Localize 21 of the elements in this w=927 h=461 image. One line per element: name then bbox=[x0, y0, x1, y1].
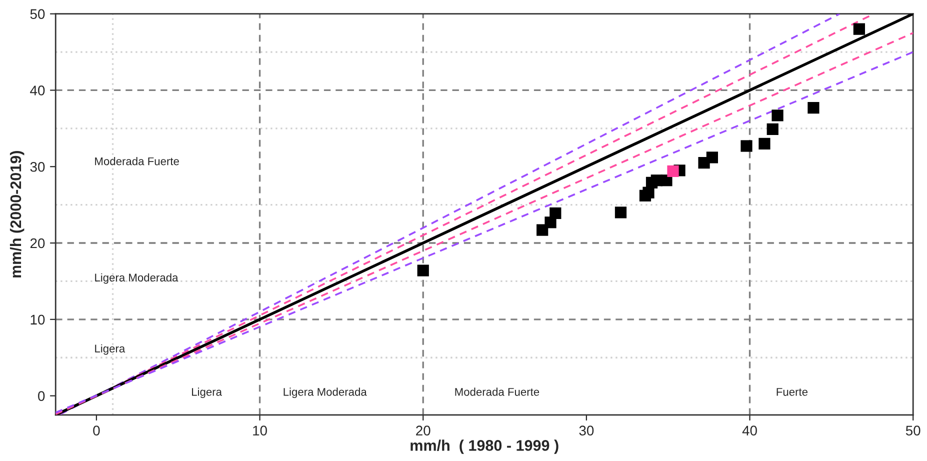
x-tick-label: 0 bbox=[93, 426, 100, 436]
y-tick-label: 10 bbox=[30, 314, 45, 325]
y-tick-label: 50 bbox=[30, 9, 45, 19]
y-tick-label: 20 bbox=[30, 238, 45, 248]
annotation: Fuerte bbox=[776, 388, 808, 396]
y-axis-title: mm/h (2000-2019) bbox=[10, 151, 24, 278]
annotation: Ligera bbox=[192, 388, 222, 398]
x-tick-label: 50 bbox=[906, 426, 920, 436]
y-tick-label: 30 bbox=[30, 162, 45, 172]
y-tick-label: 40 bbox=[30, 86, 45, 96]
annotation: Ligera Moderada bbox=[284, 388, 367, 398]
x-tick-label: 10 bbox=[253, 426, 267, 436]
x-tick-label: 20 bbox=[416, 426, 430, 436]
annotation: Ligera bbox=[95, 344, 126, 355]
x-tick-label: 30 bbox=[579, 426, 594, 436]
x-tick-label: 40 bbox=[742, 426, 757, 436]
annotation: Moderada Fuerte bbox=[455, 388, 540, 396]
annotation: Ligera Moderada bbox=[95, 273, 178, 284]
y-tick-label: 0 bbox=[38, 391, 45, 401]
annotation: Moderada Fuerte bbox=[95, 157, 179, 166]
x-axis-title: mm/h ( 1980 - 1999 ) bbox=[410, 440, 558, 454]
